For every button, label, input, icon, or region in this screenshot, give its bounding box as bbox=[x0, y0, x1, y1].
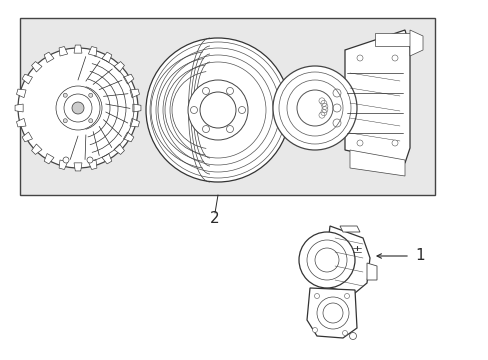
Circle shape bbox=[314, 293, 319, 298]
Circle shape bbox=[64, 94, 92, 122]
Circle shape bbox=[63, 157, 69, 163]
Polygon shape bbox=[133, 104, 141, 112]
Polygon shape bbox=[325, 226, 369, 293]
Polygon shape bbox=[339, 226, 359, 232]
Polygon shape bbox=[130, 89, 139, 98]
Circle shape bbox=[18, 48, 138, 168]
Circle shape bbox=[391, 55, 397, 61]
Polygon shape bbox=[130, 118, 139, 127]
Circle shape bbox=[342, 330, 347, 336]
Circle shape bbox=[391, 140, 397, 146]
Polygon shape bbox=[374, 33, 409, 46]
Polygon shape bbox=[22, 132, 32, 142]
Circle shape bbox=[202, 126, 209, 132]
Polygon shape bbox=[15, 104, 23, 112]
Polygon shape bbox=[44, 153, 54, 164]
Circle shape bbox=[226, 87, 233, 94]
Polygon shape bbox=[88, 46, 97, 56]
Circle shape bbox=[56, 86, 100, 130]
Circle shape bbox=[200, 92, 236, 128]
Circle shape bbox=[272, 66, 356, 150]
Polygon shape bbox=[74, 45, 82, 53]
Circle shape bbox=[296, 90, 332, 126]
Polygon shape bbox=[88, 160, 97, 170]
Polygon shape bbox=[114, 62, 124, 72]
Polygon shape bbox=[366, 263, 376, 280]
Circle shape bbox=[349, 333, 356, 339]
Polygon shape bbox=[44, 52, 54, 63]
Polygon shape bbox=[102, 52, 112, 63]
Circle shape bbox=[63, 119, 67, 123]
Circle shape bbox=[88, 119, 93, 123]
Polygon shape bbox=[306, 288, 356, 338]
Circle shape bbox=[88, 93, 93, 97]
Polygon shape bbox=[409, 30, 422, 56]
Circle shape bbox=[146, 38, 289, 182]
Circle shape bbox=[190, 107, 197, 113]
Circle shape bbox=[63, 93, 67, 97]
Circle shape bbox=[202, 87, 209, 94]
Circle shape bbox=[226, 126, 233, 132]
Polygon shape bbox=[345, 30, 409, 163]
Polygon shape bbox=[59, 46, 67, 56]
Bar bbox=[20, 18, 434, 195]
Circle shape bbox=[298, 232, 354, 288]
Polygon shape bbox=[349, 150, 404, 176]
Circle shape bbox=[356, 55, 362, 61]
Circle shape bbox=[344, 293, 349, 298]
Polygon shape bbox=[114, 144, 124, 154]
Circle shape bbox=[312, 328, 317, 333]
Circle shape bbox=[238, 107, 245, 113]
Text: 2: 2 bbox=[210, 211, 220, 225]
Circle shape bbox=[356, 140, 362, 146]
Polygon shape bbox=[59, 160, 67, 170]
Circle shape bbox=[72, 102, 84, 114]
Polygon shape bbox=[123, 74, 134, 84]
Polygon shape bbox=[74, 163, 82, 171]
Polygon shape bbox=[22, 74, 32, 84]
Polygon shape bbox=[17, 89, 26, 98]
Polygon shape bbox=[17, 118, 26, 127]
Circle shape bbox=[187, 80, 247, 140]
Polygon shape bbox=[123, 132, 134, 142]
Circle shape bbox=[87, 157, 93, 163]
Polygon shape bbox=[102, 153, 112, 164]
Polygon shape bbox=[32, 144, 42, 154]
Text: 1: 1 bbox=[414, 248, 424, 264]
Polygon shape bbox=[32, 62, 42, 72]
